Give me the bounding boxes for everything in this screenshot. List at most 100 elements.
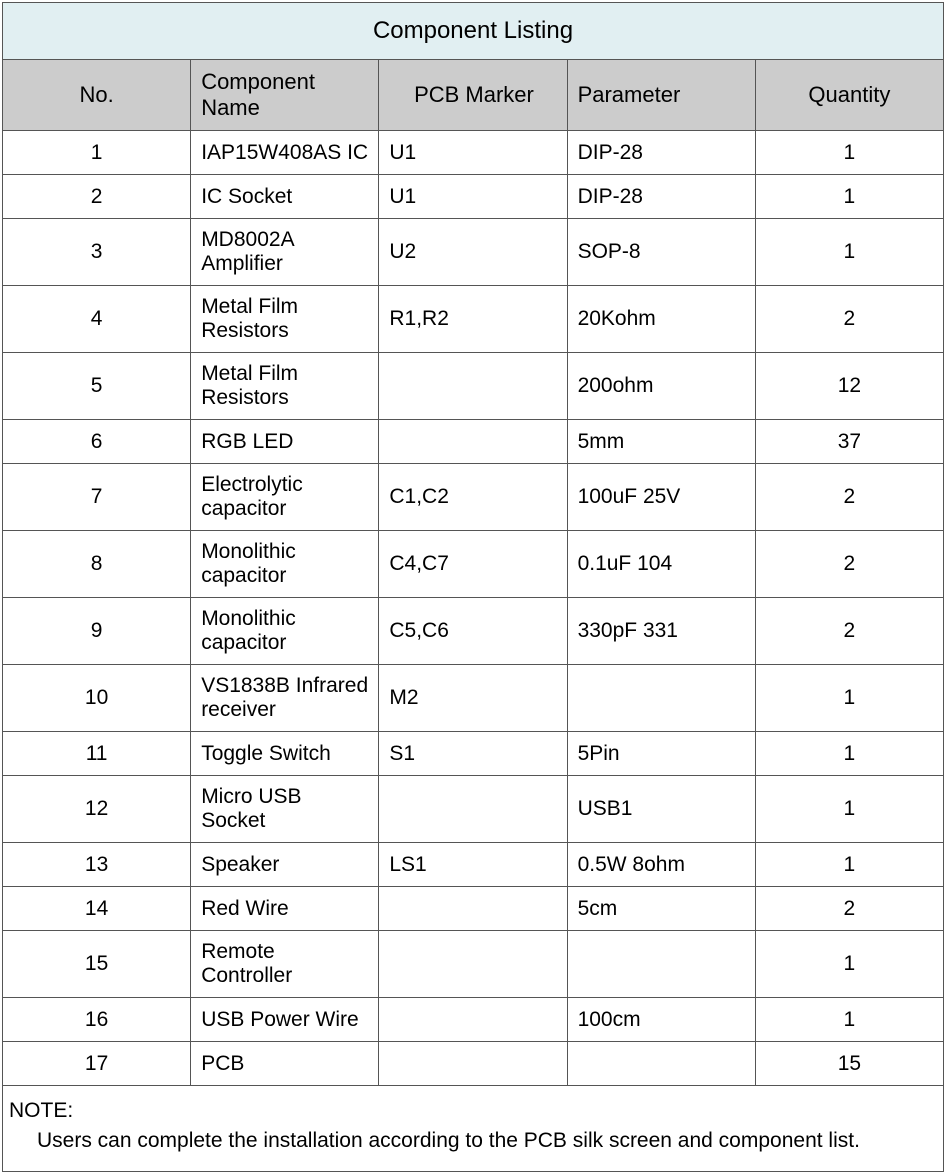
table-header-row: No. Component Name PCB Marker Parameter … [3, 60, 944, 131]
table-row: 10VS1838B Infrared receiverM2 1 [3, 665, 944, 732]
table-title-row: Component Listing [3, 3, 944, 60]
cell-component-name: VS1838B Infrared receiver [191, 665, 379, 732]
cell-component-name: IC Socket [191, 175, 379, 219]
column-header-marker: PCB Marker [379, 60, 567, 131]
cell-quantity: 12 [755, 353, 943, 420]
cell-component-name: Monolithic capacitor [191, 531, 379, 598]
table-row: 11Toggle SwitchS15Pin1 [3, 732, 944, 776]
cell-parameter: DIP-28 [567, 131, 755, 175]
cell-component-name: Remote Controller [191, 931, 379, 998]
cell-quantity: 1 [755, 732, 943, 776]
cell-component-name: Metal Film Resistors [191, 286, 379, 353]
table-row: 3MD8002A AmplifierU2SOP-81 [3, 219, 944, 286]
cell-no: 7 [3, 464, 191, 531]
cell-no: 6 [3, 420, 191, 464]
table-title: Component Listing [3, 3, 944, 60]
cell-pcb-marker [379, 887, 567, 931]
cell-pcb-marker: U2 [379, 219, 567, 286]
cell-pcb-marker: LS1 [379, 843, 567, 887]
cell-pcb-marker: R1,R2 [379, 286, 567, 353]
cell-quantity: 1 [755, 843, 943, 887]
table-row: 8Monolithic capacitorC4,C70.1uF 1042 [3, 531, 944, 598]
cell-parameter: 5mm [567, 420, 755, 464]
cell-pcb-marker [379, 353, 567, 420]
table-row: 2IC SocketU1DIP-281 [3, 175, 944, 219]
cell-parameter: DIP-28 [567, 175, 755, 219]
cell-parameter: 5cm [567, 887, 755, 931]
cell-pcb-marker: U1 [379, 175, 567, 219]
cell-no: 4 [3, 286, 191, 353]
cell-quantity: 1 [755, 665, 943, 732]
cell-parameter: 330pF 331 [567, 598, 755, 665]
cell-no: 8 [3, 531, 191, 598]
cell-quantity: 37 [755, 420, 943, 464]
cell-parameter [567, 665, 755, 732]
cell-pcb-marker: C1,C2 [379, 464, 567, 531]
cell-component-name: USB Power Wire [191, 998, 379, 1042]
cell-quantity: 1 [755, 219, 943, 286]
cell-no: 13 [3, 843, 191, 887]
cell-component-name: PCB [191, 1042, 379, 1086]
table-row: 6RGB LED5mm37 [3, 420, 944, 464]
cell-parameter: SOP-8 [567, 219, 755, 286]
table-row: 16USB Power Wire 100cm1 [3, 998, 944, 1042]
cell-quantity: 1 [755, 931, 943, 998]
cell-component-name: Toggle Switch [191, 732, 379, 776]
cell-no: 16 [3, 998, 191, 1042]
cell-quantity: 2 [755, 598, 943, 665]
cell-pcb-marker [379, 420, 567, 464]
cell-quantity: 2 [755, 464, 943, 531]
table-row: 1IAP15W408AS ICU1DIP-281 [3, 131, 944, 175]
cell-quantity: 1 [755, 131, 943, 175]
cell-component-name: Micro USB Socket [191, 776, 379, 843]
cell-quantity: 2 [755, 531, 943, 598]
column-header-name: Component Name [191, 60, 379, 131]
cell-component-name: IAP15W408AS IC [191, 131, 379, 175]
cell-parameter: 0.1uF 104 [567, 531, 755, 598]
cell-parameter: 20Kohm [567, 286, 755, 353]
table-row: 14Red Wire 5cm2 [3, 887, 944, 931]
table-row: 5Metal Film Resistors200ohm12 [3, 353, 944, 420]
table-row: 15Remote Controller 1 [3, 931, 944, 998]
column-header-quantity: Quantity [755, 60, 943, 131]
cell-quantity: 2 [755, 887, 943, 931]
note-label: NOTE: [9, 1099, 73, 1122]
cell-parameter: 0.5W 8ohm [567, 843, 755, 887]
cell-no: 2 [3, 175, 191, 219]
cell-pcb-marker: C4,C7 [379, 531, 567, 598]
cell-no: 15 [3, 931, 191, 998]
cell-pcb-marker [379, 776, 567, 843]
table-row: 17PCB 15 [3, 1042, 944, 1086]
note-text: Users can complete the installation acco… [37, 1129, 860, 1152]
cell-pcb-marker: M2 [379, 665, 567, 732]
cell-no: 5 [3, 353, 191, 420]
table-row: 7Electrolytic capacitorC1,C2100uF 25V2 [3, 464, 944, 531]
cell-pcb-marker: S1 [379, 732, 567, 776]
cell-component-name: Metal Film Resistors [191, 353, 379, 420]
cell-no: 17 [3, 1042, 191, 1086]
component-listing-table: Component Listing No. Component Name PCB… [2, 2, 944, 1172]
table-row: 12Micro USB Socket USB11 [3, 776, 944, 843]
cell-parameter: USB1 [567, 776, 755, 843]
cell-no: 14 [3, 887, 191, 931]
cell-quantity: 1 [755, 998, 943, 1042]
table-row: 9Monolithic capacitorC5,C6330pF 3312 [3, 598, 944, 665]
cell-component-name: Speaker [191, 843, 379, 887]
cell-parameter [567, 1042, 755, 1086]
cell-pcb-marker [379, 931, 567, 998]
column-header-no: No. [3, 60, 191, 131]
cell-parameter: 100cm [567, 998, 755, 1042]
cell-pcb-marker [379, 998, 567, 1042]
cell-quantity: 1 [755, 776, 943, 843]
cell-no: 12 [3, 776, 191, 843]
cell-parameter: 100uF 25V [567, 464, 755, 531]
cell-no: 10 [3, 665, 191, 732]
cell-parameter [567, 931, 755, 998]
cell-component-name: Red Wire [191, 887, 379, 931]
cell-quantity: 1 [755, 175, 943, 219]
cell-pcb-marker: U1 [379, 131, 567, 175]
cell-component-name: MD8002A Amplifier [191, 219, 379, 286]
cell-quantity: 15 [755, 1042, 943, 1086]
cell-no: 11 [3, 732, 191, 776]
column-header-parameter: Parameter [567, 60, 755, 131]
